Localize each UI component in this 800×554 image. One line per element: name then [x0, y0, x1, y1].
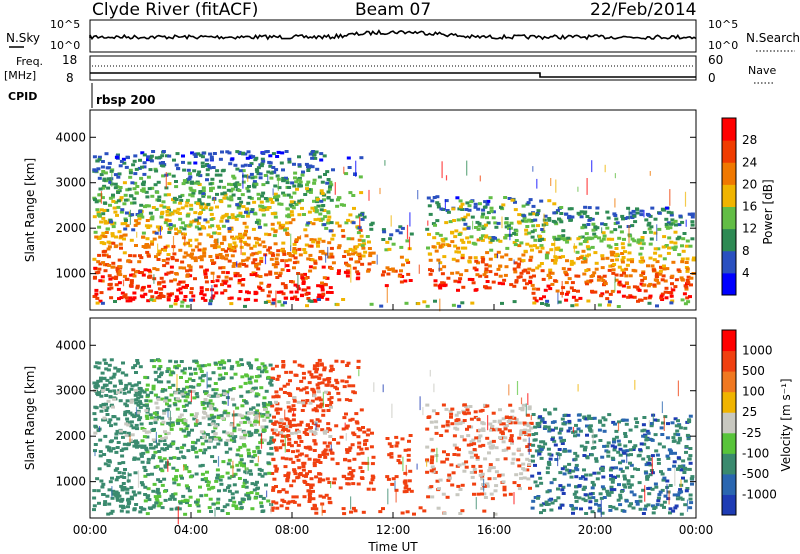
- y-tick-label: 3000: [55, 176, 86, 190]
- colorbar-tick-label: 12: [742, 222, 757, 236]
- power-y-label: Slant Range [km]: [23, 158, 37, 262]
- y-tick-label: 4000: [55, 338, 86, 352]
- x-tick-label: 12:00: [376, 523, 411, 537]
- colorbar-swatch: [722, 140, 736, 163]
- nsky-tick-bottom-right: 10^0: [708, 39, 738, 52]
- nsearch-label: N.Search: [746, 31, 800, 45]
- colorbar-swatch: [722, 330, 736, 352]
- cpid-label: CPID: [8, 90, 37, 103]
- nsky-panel: [89, 19, 697, 53]
- nsky-tick-top: 10^5: [50, 18, 80, 31]
- freq-label: Freq.: [16, 55, 43, 68]
- colorbar-tick-label: 500: [742, 364, 765, 378]
- colorbar-tick-label: 8: [742, 244, 750, 258]
- colorbar-swatch: [722, 432, 736, 454]
- velocity-y-label: Slant Range [km]: [23, 366, 37, 470]
- power-y-axis: 1000 2000 3000 4000: [55, 130, 696, 281]
- freq-panel: [89, 55, 697, 81]
- date-title: 22/Feb/2014: [590, 0, 696, 20]
- y-tick-label: 4000: [55, 130, 86, 144]
- colorbar-swatch: [722, 350, 736, 372]
- power-heatmap: [92, 150, 696, 312]
- colorbar-swatch: [722, 206, 736, 230]
- colorbar-tick-label: -25: [742, 426, 762, 440]
- power-colorbar: 28 24 20 16 12 8 4: [721, 117, 757, 296]
- colorbar-tick-label: 24: [742, 155, 757, 169]
- colorbar-tick-label: 1000: [742, 344, 773, 358]
- nave-label: Nave: [748, 64, 776, 77]
- y-tick-label: 2000: [55, 221, 86, 235]
- colorbar-tick-label: 28: [742, 133, 757, 147]
- y-tick-label: 1000: [55, 267, 86, 281]
- colorbar-tick-label: 25: [742, 405, 757, 419]
- colorbar-swatch: [722, 412, 736, 434]
- colorbar-tick-label: 20: [742, 177, 757, 191]
- x-tick-label: 16:00: [477, 523, 512, 537]
- freq-trace: [90, 72, 696, 78]
- x-axis: 00:00 04:00 08:00 12:00 16:00 20:00 00:00: [73, 304, 714, 537]
- x-tick-label: 00:00: [679, 523, 714, 537]
- nsky-tick-bottom: 10^0: [50, 39, 80, 52]
- velocity-colorbar: 1000 500 100 25 -25 -100 -500 -1000: [721, 329, 777, 516]
- x-axis-title: Time UT: [367, 540, 418, 554]
- x-tick-label: 20:00: [578, 523, 613, 537]
- colorbar-tick-label: 100: [742, 385, 765, 399]
- colorbar-swatch: [722, 228, 736, 252]
- nave-tick-top: 60: [708, 53, 723, 67]
- beam-title: Beam 07: [355, 0, 431, 20]
- colorbar-swatch: [722, 250, 736, 274]
- freq-tick-bottom: 8: [66, 71, 74, 85]
- y-tick-label: 3000: [55, 384, 86, 398]
- colorbar-swatch: [722, 184, 736, 207]
- y-tick-label: 1000: [55, 475, 86, 489]
- colorbar-tick-label: -1000: [742, 487, 777, 501]
- nsky-trace: [89, 29, 697, 41]
- colorbar-swatch: [722, 272, 736, 296]
- colorbar-swatch: [722, 473, 736, 495]
- y-tick-label: 2000: [55, 429, 86, 443]
- station-title: Clyde River (fitACF): [92, 0, 258, 20]
- colorbar-swatch: [722, 453, 736, 475]
- power-colorbar-label: Power [dB]: [761, 179, 775, 244]
- colorbar-swatch: [722, 371, 736, 393]
- colorbar-swatch: [722, 494, 736, 516]
- nave-tick-bottom: 0: [708, 71, 716, 85]
- freq-tick-top: 18: [62, 53, 77, 67]
- velocity-colorbar-label: Velocity [m s⁻¹]: [779, 378, 793, 471]
- freq-unit: [MHz]: [4, 69, 36, 82]
- x-tick-label: 04:00: [174, 523, 209, 537]
- cpid-value: rbsp 200: [96, 93, 155, 107]
- nsky-tick-top-right: 10^5: [708, 18, 738, 31]
- colorbar-tick-label: 16: [742, 200, 757, 214]
- velocity-heatmap: [92, 358, 695, 525]
- colorbar-tick-label: -500: [742, 467, 769, 481]
- nsky-label: N.Sky: [6, 31, 40, 45]
- colorbar-tick-label: -100: [742, 446, 769, 460]
- x-tick-label: 00:00: [73, 523, 108, 537]
- colorbar-swatch: [722, 162, 736, 185]
- velocity-y-axis: 1000 2000 3000 4000: [55, 338, 696, 489]
- x-tick-label: 08:00: [275, 523, 310, 537]
- colorbar-swatch: [722, 118, 736, 141]
- colorbar-swatch: [722, 391, 736, 413]
- colorbar-tick-label: 4: [742, 266, 750, 280]
